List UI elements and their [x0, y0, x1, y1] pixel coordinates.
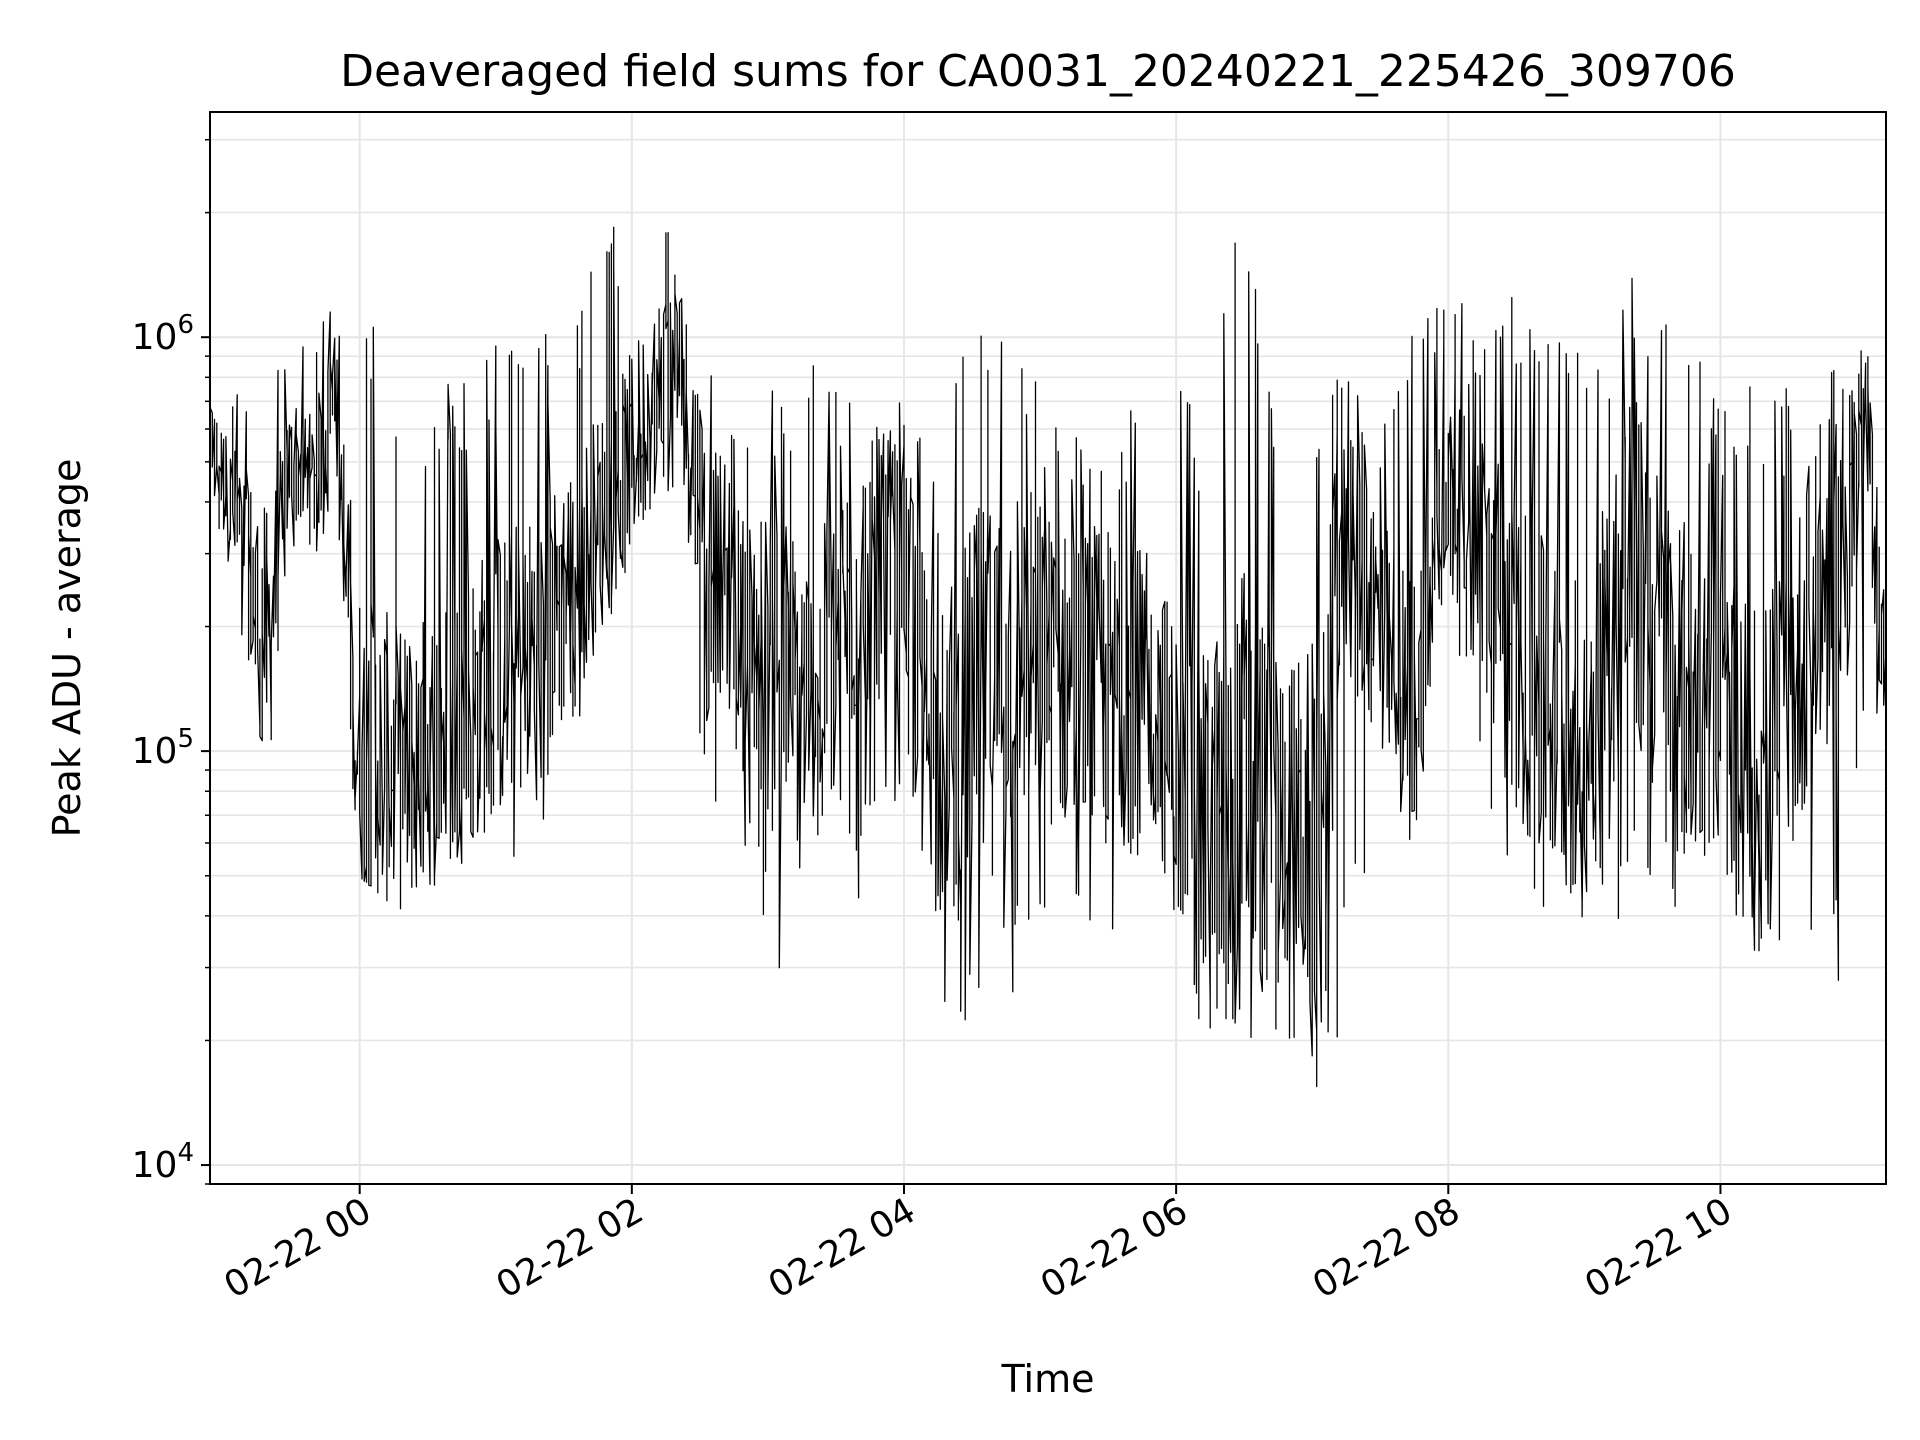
y-axis-label: Peak ADU - average: [45, 459, 89, 838]
x-axis-label: Time: [1001, 1357, 1095, 1401]
chart-title: Deaveraged field sums for CA0031_2024022…: [340, 46, 1736, 97]
